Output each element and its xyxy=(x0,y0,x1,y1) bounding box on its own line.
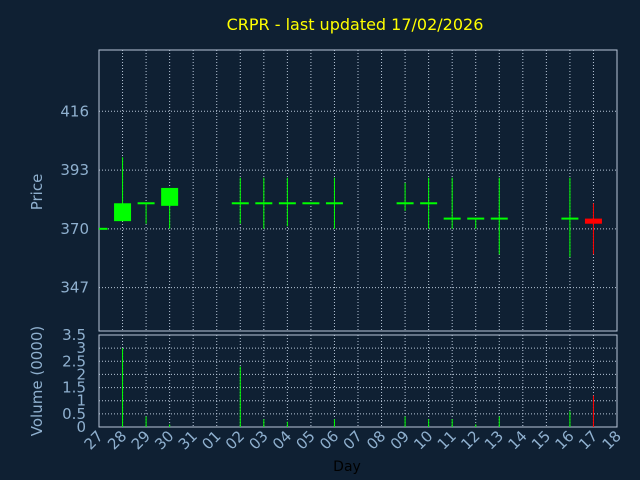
x-tick-label: 05 xyxy=(293,427,319,453)
candle-body xyxy=(467,217,485,220)
x-tick-label: 02 xyxy=(222,427,248,453)
x-tick-label: 18 xyxy=(599,427,625,453)
candle-body xyxy=(255,202,273,205)
x-tick-label: 28 xyxy=(104,427,130,453)
x-tick-label: 14 xyxy=(504,427,530,453)
volume-tick-label: 0 xyxy=(76,418,86,436)
x-tick-label: 12 xyxy=(457,427,483,453)
x-tick-label: 08 xyxy=(363,427,389,453)
candle-body xyxy=(137,202,155,205)
candle-body xyxy=(99,227,108,230)
x-tick-label: 16 xyxy=(552,427,578,453)
x-tick-label: 29 xyxy=(128,427,154,453)
x-tick-label: 15 xyxy=(528,427,554,453)
price-tick-label: 393 xyxy=(60,161,89,179)
x-tick-label: 03 xyxy=(245,427,271,453)
candle-body xyxy=(231,202,249,205)
candle-body xyxy=(278,202,296,205)
chart-title: CRPR - last updated 17/02/2026 xyxy=(227,15,484,34)
price-axis-label: Price xyxy=(28,174,46,211)
volume-tick-label: 3 xyxy=(76,339,86,357)
price-tick-label: 416 xyxy=(60,102,89,120)
x-tick-label: 31 xyxy=(175,427,201,453)
candle-body xyxy=(114,203,132,222)
x-tick-label: 01 xyxy=(198,427,224,453)
candle-body xyxy=(302,202,320,205)
x-tick-label: 11 xyxy=(434,427,460,453)
volume-tick-label: 0.5 xyxy=(62,405,86,423)
candle-body xyxy=(325,202,343,205)
price-tick-label: 370 xyxy=(60,220,89,238)
x-tick-label: 13 xyxy=(481,427,507,453)
volume-tick-label: 2 xyxy=(76,365,86,383)
x-axis-label: Day xyxy=(333,459,361,475)
candle-body xyxy=(161,187,179,206)
candle-body xyxy=(443,217,461,220)
x-tick-label: 07 xyxy=(340,427,366,453)
volume-tick-label: 2.5 xyxy=(62,352,86,370)
candle-body xyxy=(584,218,602,224)
volume-tick-label: 3.5 xyxy=(62,326,86,344)
volume-tick-label: 1.5 xyxy=(62,379,86,397)
x-tick-label: 09 xyxy=(387,427,413,453)
x-tick-label: 17 xyxy=(575,427,601,453)
x-tick-label: 04 xyxy=(269,427,295,453)
price-tick-label: 347 xyxy=(60,279,89,297)
candle-body xyxy=(490,217,508,220)
volume-panel: 00.511.522.533.5 xyxy=(62,326,618,436)
candle-body xyxy=(561,217,579,220)
x-tick-label: 06 xyxy=(316,427,342,453)
candle-body xyxy=(420,202,438,205)
volume-axis-label: Volume (0000) xyxy=(28,326,46,436)
x-tick-label: 30 xyxy=(151,427,177,453)
x-tick-label: 10 xyxy=(410,427,436,453)
candle-body xyxy=(396,202,414,205)
price-panel: 347 370 393 416 xyxy=(60,49,618,332)
volume-tick-label: 1 xyxy=(76,392,86,410)
